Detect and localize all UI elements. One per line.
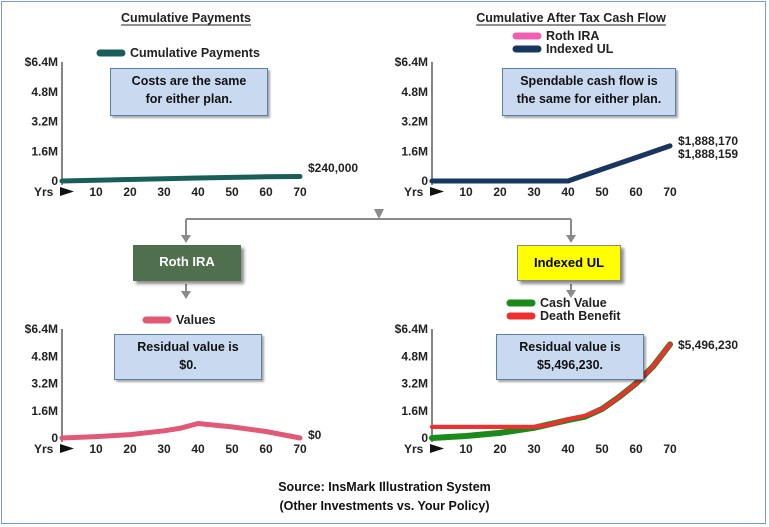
plan-box-indexed-ul: Indexed UL [517, 245, 621, 281]
chart-4-y-tick-label: 0 [421, 431, 428, 445]
chart-1-x-tick-label: 10 [89, 185, 103, 199]
chart-1-x-arrow [60, 187, 74, 196]
note-line-1: Residual value is [519, 340, 621, 354]
chart-2-y-tick-label: 4.8M [401, 85, 428, 99]
connector-right-arrow [566, 235, 576, 243]
chart-2-x-tick-label: 60 [629, 185, 643, 199]
chart-4-legend-label: Death Benefit [540, 309, 621, 323]
connector-center-arrow [374, 209, 384, 219]
chart-3-legend-label: Values [176, 313, 216, 327]
note-line-2: for either plan. [145, 92, 233, 106]
chart-1-legend-label: Cumulative Payments [130, 46, 260, 60]
chart-3-series-line [59, 421, 303, 441]
chart-1-x-unit-label: Yrs [34, 185, 54, 199]
chart-4-y-tick-label: $6.4M [395, 322, 428, 336]
note-roth-residual: Residual value is $0. [114, 334, 262, 380]
chart-3-x-tick-label: 40 [191, 442, 205, 456]
chart-1-title: Cumulative Payments [121, 11, 251, 25]
note-line-2: $0. [179, 358, 197, 372]
chart-2-title: Cumulative After Tax Cash Flow [476, 11, 666, 25]
chart-4-y-tick-label: 4.8M [401, 349, 428, 363]
chart-3-end-label: $0 [308, 428, 322, 442]
chart-4-x-tick-label: 50 [595, 442, 609, 456]
chart-3-x-tick-label: 30 [157, 442, 171, 456]
chart-2-x-unit-label: Yrs [404, 185, 424, 199]
chart-4-x-tick-label: 60 [629, 442, 643, 456]
chart-1-y-tick-label: 3.2M [31, 115, 58, 129]
chart-1-series-line [59, 174, 303, 184]
chart-4-x-tick-label: 30 [527, 442, 541, 456]
source-line-1: Source: InsMark Illustration System [278, 480, 491, 494]
chart-2-series-line [429, 143, 673, 184]
chart-2-end-label: $1,888,159 [678, 147, 738, 161]
chart-3-x-tick-label: 50 [225, 442, 239, 456]
chart-3-y-tick-label: 3.2M [31, 377, 58, 391]
chart-1-x-tick-label: 40 [191, 185, 205, 199]
chart-1-x-tick-label: 30 [157, 185, 171, 199]
chart-2-y-tick-label: 0 [421, 174, 428, 188]
note-iul-residual: Residual value is $5,496,230. [496, 334, 644, 380]
chart-3-y-tick-label: $6.4M [25, 322, 58, 336]
chart-3-y-tick-label: 4.8M [31, 349, 58, 363]
chart-1-y-tick-label: $6.4M [25, 55, 58, 69]
chart-2-x-tick-label: 70 [663, 185, 677, 199]
note-line-1: Residual value is [137, 340, 239, 354]
chart-4-x-tick-label: 70 [663, 442, 677, 456]
chart-4-y-tick-label: 3.2M [401, 377, 428, 391]
chart-3-y-tick-label: 1.6M [31, 404, 58, 418]
chart-1-x-tick-label: 20 [123, 185, 137, 199]
chart-3-x-tick-label: 60 [259, 442, 273, 456]
chart-2-y-tick-label: $6.4M [395, 55, 428, 69]
chart-2-x-tick-label: 10 [459, 185, 473, 199]
chart-1-x-tick-label: 70 [293, 185, 307, 199]
chart-2-legend-label: Indexed UL [546, 42, 614, 56]
chart-4-end-label: $5,496,230 [678, 338, 738, 352]
chart-2-series-line [429, 143, 673, 184]
note-line-2: the same for either plan. [516, 92, 662, 106]
chart-1-y-tick-label: 4.8M [31, 85, 58, 99]
note-cash-flow: Spendable cash flow is the same for eith… [502, 68, 676, 116]
chart-3-x-arrow [60, 444, 74, 453]
chart-2-x-tick-label: 40 [561, 185, 575, 199]
chart-2-y-tick-label: 1.6M [401, 144, 428, 158]
chart-3-y-tick-label: 0 [51, 431, 58, 445]
chart-1-x-tick-label: 50 [225, 185, 239, 199]
chart-2-y-tick-label: 3.2M [401, 115, 428, 129]
chart-4-series-line [430, 342, 672, 429]
note-line-1: Spendable cash flow is [520, 74, 658, 88]
chart-2-legend-label: Roth IRA [546, 29, 599, 43]
chart-4-x-tick-label: 20 [493, 442, 507, 456]
plan-box-roth-ira: Roth IRA [133, 245, 241, 281]
chart-4-x-tick-label: 10 [459, 442, 473, 456]
note-line-2: $5,496,230. [536, 358, 604, 372]
chart-2-x-tick-label: 50 [595, 185, 609, 199]
connector-right-lower-arrow [566, 290, 576, 298]
chart-4-x-arrow [430, 444, 444, 453]
note-line-1: Costs are the same [131, 74, 247, 88]
chart-1-y-tick-label: 0 [51, 174, 58, 188]
chart-3-x-unit-label: Yrs [34, 442, 54, 456]
chart-3-x-tick-label: 10 [89, 442, 103, 456]
chart-2-x-tick-label: 30 [527, 185, 541, 199]
chart-1-x-tick-label: 60 [259, 185, 273, 199]
chart-2-end-label: $1,888,170 [678, 134, 738, 148]
chart-3-x-tick-label: 70 [293, 442, 307, 456]
chart-3-x-tick-label: 20 [123, 442, 137, 456]
source-caption: Source: InsMark Illustration System (Oth… [0, 478, 769, 516]
connector-left-lower-arrow [181, 291, 191, 299]
note-cumulative-payments: Costs are the same for either plan. [110, 68, 268, 116]
chart-1-end-label: $240,000 [308, 161, 358, 175]
connector-left-arrow [181, 235, 191, 243]
chart-2-x-arrow [430, 187, 444, 196]
source-line-2: (Other Investments vs. Your Policy) [279, 499, 490, 513]
chart-4-legend-label: Cash Value [540, 296, 607, 310]
chart-4-x-tick-label: 40 [561, 442, 575, 456]
chart-2-x-tick-label: 20 [493, 185, 507, 199]
chart-1-y-tick-label: 1.6M [31, 144, 58, 158]
chart-4-x-unit-label: Yrs [404, 442, 424, 456]
chart-4-y-tick-label: 1.6M [401, 404, 428, 418]
